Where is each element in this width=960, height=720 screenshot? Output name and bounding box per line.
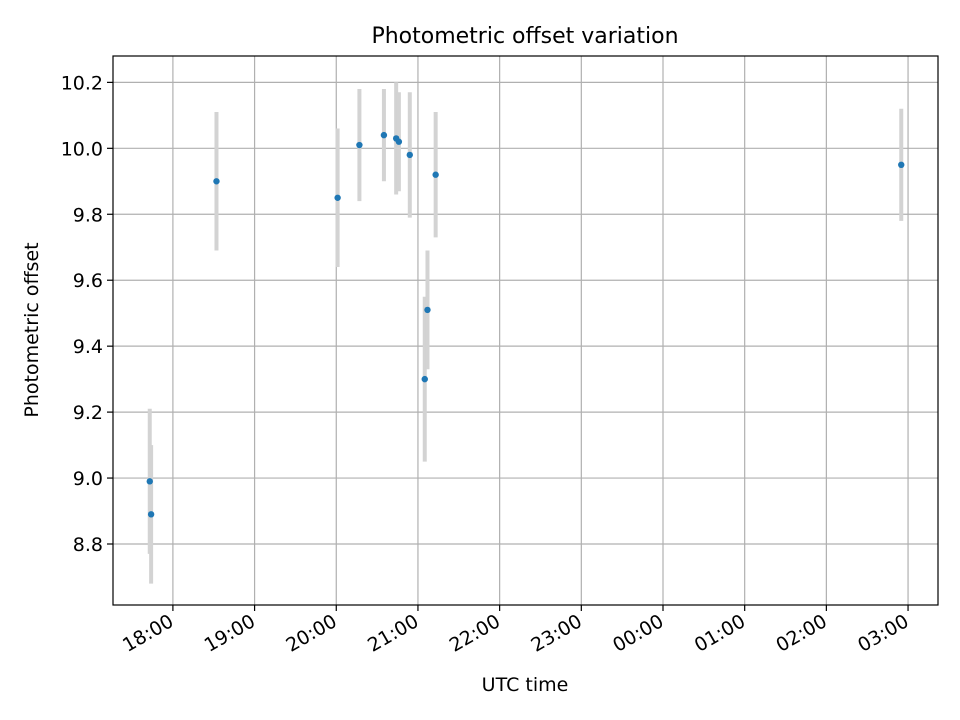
chart-title: Photometric offset variation — [371, 24, 678, 49]
y-tick-label: 10.0 — [61, 138, 103, 160]
data-point — [146, 478, 153, 485]
x-axis-label: UTC time — [482, 674, 569, 696]
data-point — [395, 138, 403, 145]
data-point — [432, 171, 439, 178]
data-point — [424, 306, 431, 314]
y-tick-label: 9.0 — [73, 468, 103, 490]
plot-frame — [112, 55, 939, 606]
data-point — [334, 194, 341, 201]
data-points — [146, 131, 905, 518]
data-point — [421, 375, 428, 383]
y-tick-label: 10.2 — [61, 72, 103, 94]
data-point — [380, 131, 388, 139]
y-tick-label: 9.2 — [73, 402, 103, 424]
data-point — [898, 161, 905, 169]
y-axis-label: Photometric offset — [21, 242, 43, 417]
y-tick-label: 9.8 — [73, 204, 103, 226]
data-point — [147, 511, 155, 518]
data-point — [213, 178, 220, 185]
y-axis-ticks: 8.8 9.0 9.2 9.4 9.6 9.8 10.0 10.2 — [61, 72, 113, 556]
y-tick-label: 9.6 — [73, 270, 103, 292]
data-point — [356, 141, 363, 149]
y-tick-label: 8.8 — [73, 534, 103, 556]
data-point — [406, 151, 413, 159]
y-tick-label: 9.4 — [73, 336, 103, 358]
